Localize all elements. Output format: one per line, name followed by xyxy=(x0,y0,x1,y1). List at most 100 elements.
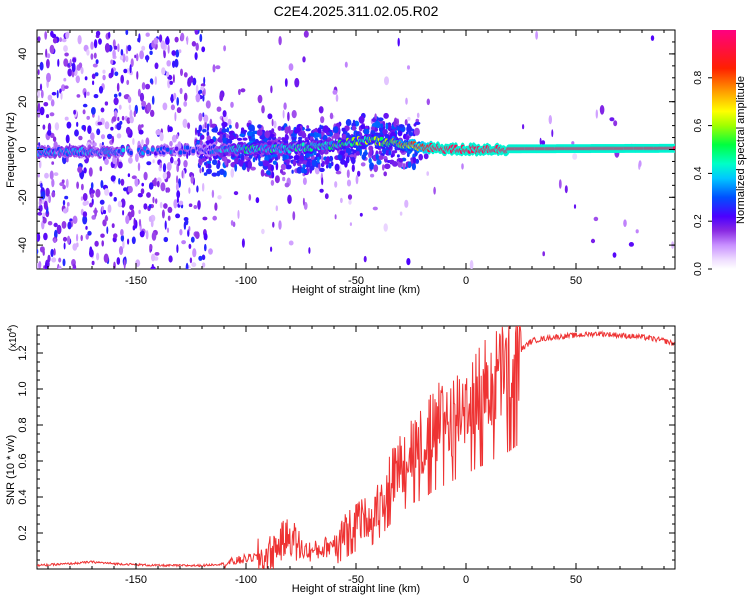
snr-frame xyxy=(36,325,676,570)
heatmap-cell xyxy=(82,201,88,206)
heatmap-cell xyxy=(174,36,179,43)
ridge-point xyxy=(185,145,190,150)
heatmap-cell xyxy=(66,202,70,207)
heatmap-cell xyxy=(131,175,137,180)
heatmap-cell xyxy=(143,203,148,210)
heatmap-cell xyxy=(222,137,228,145)
heatmap-cell xyxy=(43,102,49,107)
heatmap-cell xyxy=(90,182,94,190)
heatmap-cell xyxy=(272,160,277,165)
heatmap-cell xyxy=(202,90,205,96)
heatmap-cell xyxy=(319,188,324,193)
heatmap-cell xyxy=(188,203,193,207)
heatmap-cell xyxy=(91,73,96,80)
heatmap-cell xyxy=(194,52,198,61)
heatmap-cell xyxy=(76,233,79,242)
heatmap-cell xyxy=(62,236,68,242)
heatmap-cell xyxy=(370,173,375,178)
y-tick-label: 0 xyxy=(17,146,29,152)
heatmap-cell xyxy=(83,167,87,174)
heatmap-cell xyxy=(137,88,141,97)
heatmap-cell xyxy=(127,157,133,164)
ridge-point xyxy=(178,150,183,155)
heatmap-cell xyxy=(365,125,369,129)
snr-x-ticks: -150 -100 -50 0 50 xyxy=(47,326,665,586)
heatmap-cell xyxy=(186,35,189,46)
heatmap-cell xyxy=(47,129,52,136)
colorbar-scale xyxy=(712,30,736,269)
heatmap-cell xyxy=(194,231,200,239)
heatmap-cell xyxy=(153,37,159,45)
heatmap-cell xyxy=(37,69,40,76)
heatmap-cell xyxy=(542,251,545,257)
heatmap-cell xyxy=(62,208,68,214)
heatmap-cell xyxy=(167,215,171,221)
heatmap-cell xyxy=(406,125,412,133)
heatmap-cell xyxy=(217,195,222,200)
heatmap-cell xyxy=(116,122,122,131)
heatmap-cell xyxy=(182,118,188,128)
heatmap-cell xyxy=(407,161,412,168)
heatmap-cell xyxy=(181,240,187,245)
heatmap-cell xyxy=(151,253,156,262)
heatmap-cell xyxy=(277,125,282,131)
heatmap-cell xyxy=(135,53,139,62)
heatmap-cell xyxy=(97,115,100,122)
heatmap-cell xyxy=(95,188,101,198)
heatmap-cell xyxy=(257,124,262,129)
y-tick-label: -20 xyxy=(17,189,29,205)
heatmap-cell xyxy=(44,262,48,269)
heatmap-cell xyxy=(159,201,163,209)
heatmap-cell xyxy=(172,74,175,84)
heatmap-cell xyxy=(112,49,116,58)
heatmap-cell xyxy=(80,67,84,75)
heatmap-cell xyxy=(236,137,243,141)
heatmap-cell xyxy=(127,96,132,104)
ridge-point xyxy=(174,146,179,151)
heatmap-cell xyxy=(369,148,373,157)
heatmap-cell xyxy=(176,175,179,185)
heatmap-cell xyxy=(377,117,384,122)
heatmap-cell xyxy=(522,124,525,130)
heatmap-cell xyxy=(85,233,89,240)
heatmap-cell xyxy=(278,36,282,46)
heatmap-cell xyxy=(199,89,203,94)
heatmap-cell xyxy=(212,64,216,73)
heatmap-cell xyxy=(187,122,191,129)
heatmap-cell xyxy=(303,201,308,210)
colorbar-ticks: 0.0 0.2 0.4 0.6 0.8 xyxy=(693,70,712,276)
heatmap-cell xyxy=(206,124,210,132)
heatmap-cell xyxy=(145,230,149,240)
heatmap-cell xyxy=(52,136,57,142)
heatmap-cell xyxy=(82,109,86,115)
heatmap-cell xyxy=(120,234,125,242)
heatmap-cell xyxy=(109,191,113,197)
heatmap-cell xyxy=(54,229,58,240)
heatmap-cell xyxy=(183,221,187,230)
spectrogram-x-label: Height of straight line (km) xyxy=(292,284,420,296)
heatmap-cell xyxy=(51,191,56,198)
heatmap-cell xyxy=(161,209,165,219)
heatmap-cell xyxy=(267,171,271,176)
heatmap-cell xyxy=(78,135,83,141)
heatmap-cell xyxy=(294,77,300,88)
heatmap-cell xyxy=(224,134,230,139)
heatmap-cell xyxy=(150,219,154,228)
heatmap-cell xyxy=(104,121,110,130)
heatmap-cell xyxy=(132,138,135,145)
heatmap-cell xyxy=(406,258,411,266)
heatmap-cell xyxy=(202,216,208,221)
heatmap-cell xyxy=(90,193,94,199)
heatmap-cell xyxy=(383,171,388,177)
heatmap-cell xyxy=(152,196,155,204)
heatmap-cell xyxy=(191,262,197,268)
heatmap-cell xyxy=(650,35,655,41)
heatmap-cell xyxy=(47,221,53,226)
heatmap-cell xyxy=(114,71,119,77)
heatmap-cell xyxy=(120,198,126,208)
heatmap-cell xyxy=(102,209,107,215)
heatmap-cell xyxy=(171,50,176,56)
heatmap-cell xyxy=(368,157,372,164)
heatmap-cell xyxy=(71,62,76,73)
heatmap-cell xyxy=(176,97,179,106)
